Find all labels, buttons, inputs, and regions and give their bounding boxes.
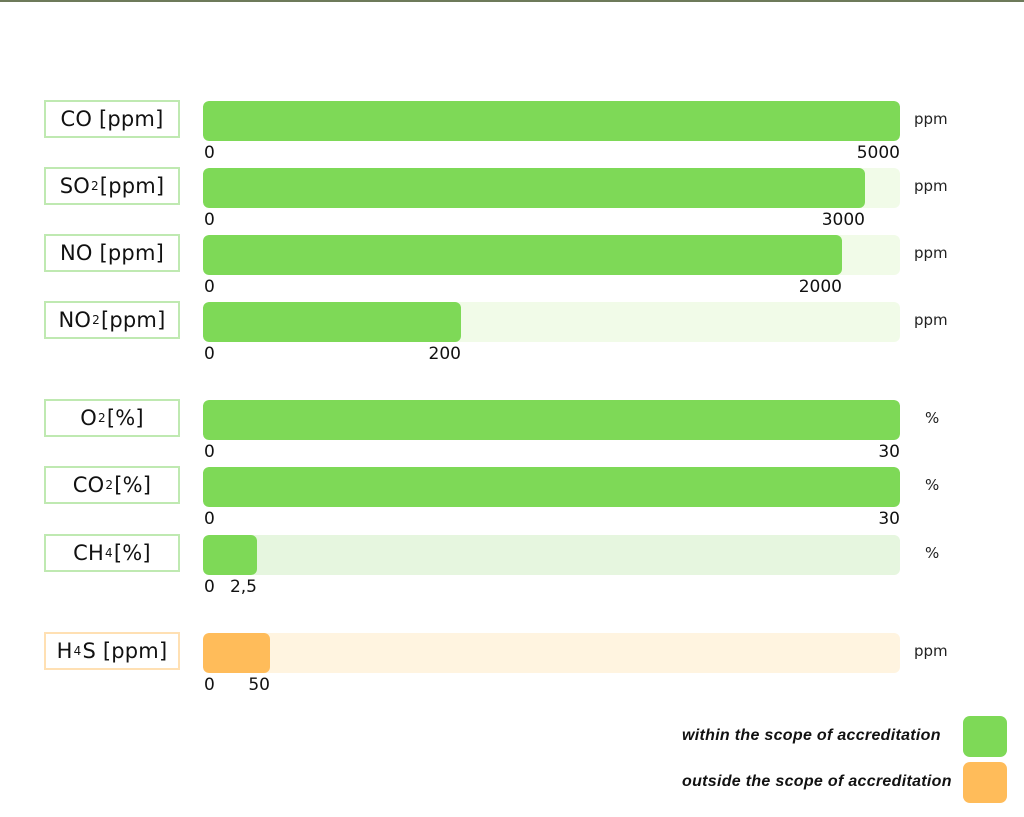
top-divider [0,0,1024,2]
unit-label: % [925,476,940,494]
range-bar [203,633,270,673]
range-min-label: 0 [204,210,215,230]
range-track [203,101,900,141]
range-bar [203,535,257,575]
range-min-label: 0 [204,277,215,297]
range-track [203,400,900,440]
unit-label: % [925,409,940,427]
row-label: CO 2 [%] [44,466,180,504]
range-min-label: 0 [204,509,215,529]
range-max-label: 2000 [798,277,842,297]
range-min-label: 0 [204,577,215,597]
range-max-label: 200 [428,344,461,364]
range-track [203,535,900,575]
legend-label: within the scope of accreditation [682,727,941,744]
row-label: CH 4 [%] [44,534,180,572]
range-bar [203,467,900,507]
range-track [203,168,900,208]
range-max-label: 30 [878,442,900,462]
range-bar [203,101,900,141]
row-label: CO [ppm] [44,100,180,138]
row-label: SO 2 [ppm] [44,167,180,205]
unit-label: % [925,544,940,562]
range-bar [203,168,865,208]
range-bar [203,235,842,275]
range-max-label: 30 [878,509,900,529]
range-track [203,633,900,673]
range-min-label: 0 [204,143,215,163]
legend-swatch [963,716,1007,757]
legend-swatch [963,762,1007,803]
unit-label: ppm [914,642,948,660]
range-max-label: 50 [248,675,270,695]
range-min-label: 0 [204,344,215,364]
range-min-label: 0 [204,442,215,462]
row-label: NO [ppm] [44,234,180,272]
range-bar [203,302,461,342]
range-min-label: 0 [204,675,215,695]
range-bar [203,400,900,440]
range-track [203,235,900,275]
range-max-label: 3000 [821,210,865,230]
range-track [203,467,900,507]
range-max-label: 5000 [856,143,900,163]
range-track [203,302,900,342]
range-max-label: 2,5 [229,577,257,597]
unit-label: ppm [914,244,948,262]
unit-label: ppm [914,177,948,195]
unit-label: ppm [914,311,948,329]
legend-label: outside the scope of accreditation [682,773,952,790]
row-label: NO 2 [ppm] [44,301,180,339]
unit-label: ppm [914,110,948,128]
